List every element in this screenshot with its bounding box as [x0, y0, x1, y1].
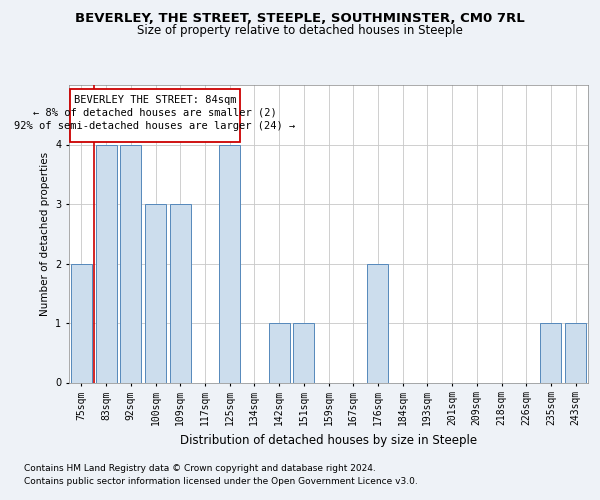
- Bar: [367, 264, 388, 382]
- Y-axis label: Number of detached properties: Number of detached properties: [40, 152, 50, 316]
- Text: Size of property relative to detached houses in Steeple: Size of property relative to detached ho…: [137, 24, 463, 37]
- Bar: [95, 144, 116, 382]
- Bar: [565, 323, 586, 382]
- Bar: [541, 323, 562, 382]
- Bar: [293, 323, 314, 382]
- Text: Contains HM Land Registry data © Crown copyright and database right 2024.: Contains HM Land Registry data © Crown c…: [24, 464, 376, 473]
- Text: BEVERLEY, THE STREET, STEEPLE, SOUTHMINSTER, CM0 7RL: BEVERLEY, THE STREET, STEEPLE, SOUTHMINS…: [75, 12, 525, 26]
- X-axis label: Distribution of detached houses by size in Steeple: Distribution of detached houses by size …: [180, 434, 477, 446]
- Bar: [170, 204, 191, 382]
- Bar: [145, 204, 166, 382]
- Bar: [219, 144, 240, 382]
- Bar: [269, 323, 290, 382]
- Text: BEVERLEY THE STREET: 84sqm
← 8% of detached houses are smaller (2)
92% of semi-d: BEVERLEY THE STREET: 84sqm ← 8% of detac…: [14, 95, 296, 131]
- Text: Contains public sector information licensed under the Open Government Licence v3: Contains public sector information licen…: [24, 477, 418, 486]
- Bar: [71, 264, 92, 382]
- Bar: [120, 144, 141, 382]
- FancyBboxPatch shape: [70, 89, 239, 142]
